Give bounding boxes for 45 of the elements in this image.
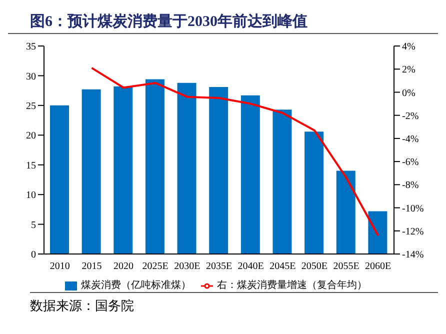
y-tick-label: 5	[31, 220, 36, 231]
y-tick-label: 0	[31, 250, 36, 261]
y2-tick-label: -2%	[402, 110, 419, 122]
y2-tick-label: -6%	[402, 157, 419, 168]
x-tick-label: 2055E	[333, 261, 360, 272]
y-tick-label: 15	[26, 160, 36, 172]
source-note: 数据来源：国务院	[30, 297, 135, 315]
x-tick-label: 2015	[82, 261, 102, 272]
x-tick-label: 2035E	[206, 261, 232, 272]
y-tick-label: 30	[26, 71, 36, 82]
y2-tick-label: 2%	[402, 64, 416, 76]
x-tick-label: 2045E	[270, 261, 296, 272]
legend-label: 煤炭消费（亿吨标准煤）	[81, 280, 191, 291]
chart-title: 图6：预计煤炭消费量于2030年前达到峰值	[8, 8, 438, 34]
x-tick-label: 2010	[50, 261, 70, 272]
x-tick-label: 2020	[114, 261, 134, 272]
bar	[368, 211, 388, 254]
bar	[209, 87, 228, 254]
bar	[336, 170, 356, 254]
y2-tick-label: -14%	[402, 250, 424, 261]
x-tick-label: 2060E	[365, 261, 392, 272]
x-tick-label: 2030E	[174, 261, 200, 272]
y2-tick-label: 0%	[402, 88, 416, 99]
y2-tick-label: 4%	[402, 42, 416, 53]
y-tick-label: 10	[26, 190, 36, 202]
x-tick-label: 2050E	[301, 261, 328, 272]
bar	[177, 82, 196, 254]
bar	[145, 79, 164, 254]
y2-tick-label: -10%	[402, 203, 424, 214]
bar	[240, 95, 260, 254]
x-tick-label: 2025E	[142, 261, 168, 272]
bar	[114, 86, 133, 254]
y2-tick-label: -12%	[402, 226, 424, 238]
y2-tick-label: -4%	[402, 134, 419, 145]
y-tick-label: 35	[26, 42, 36, 53]
bar	[50, 105, 69, 254]
x-tick-label: 2040E	[238, 261, 264, 272]
legend-label: 右：煤炭消费量增速（复合年均）	[217, 280, 367, 291]
line-series	[90, 66, 380, 237]
y-tick-label: 20	[26, 130, 36, 142]
bar	[82, 89, 101, 254]
y-tick-label: 25	[26, 100, 36, 112]
y2-tick-label: -8%	[402, 180, 419, 192]
bar	[304, 132, 324, 254]
bar	[272, 110, 292, 254]
